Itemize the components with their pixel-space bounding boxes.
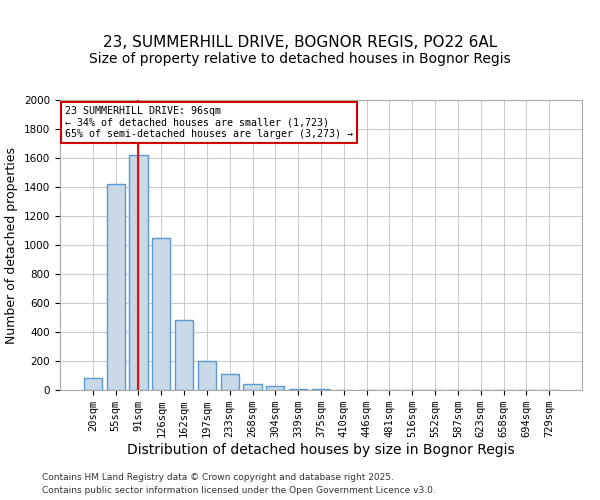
- Bar: [84, 378, 102, 390]
- Bar: [221, 374, 239, 390]
- Bar: [152, 238, 170, 390]
- Bar: [107, 184, 125, 390]
- Text: 23 SUMMERHILL DRIVE: 96sqm
← 34% of detached houses are smaller (1,723)
65% of s: 23 SUMMERHILL DRIVE: 96sqm ← 34% of deta…: [65, 106, 353, 139]
- Text: Size of property relative to detached houses in Bognor Regis: Size of property relative to detached ho…: [89, 52, 511, 66]
- Bar: [312, 388, 330, 390]
- Y-axis label: Number of detached properties: Number of detached properties: [5, 146, 19, 344]
- Text: Contains public sector information licensed under the Open Government Licence v3: Contains public sector information licen…: [42, 486, 436, 495]
- Bar: [130, 155, 148, 390]
- X-axis label: Distribution of detached houses by size in Bognor Regis: Distribution of detached houses by size …: [127, 443, 515, 457]
- Bar: [198, 361, 216, 390]
- Bar: [175, 320, 193, 390]
- Bar: [266, 386, 284, 390]
- Bar: [289, 388, 307, 390]
- Bar: [244, 384, 262, 390]
- Text: 23, SUMMERHILL DRIVE, BOGNOR REGIS, PO22 6AL: 23, SUMMERHILL DRIVE, BOGNOR REGIS, PO22…: [103, 35, 497, 50]
- Text: Contains HM Land Registry data © Crown copyright and database right 2025.: Contains HM Land Registry data © Crown c…: [42, 472, 394, 482]
